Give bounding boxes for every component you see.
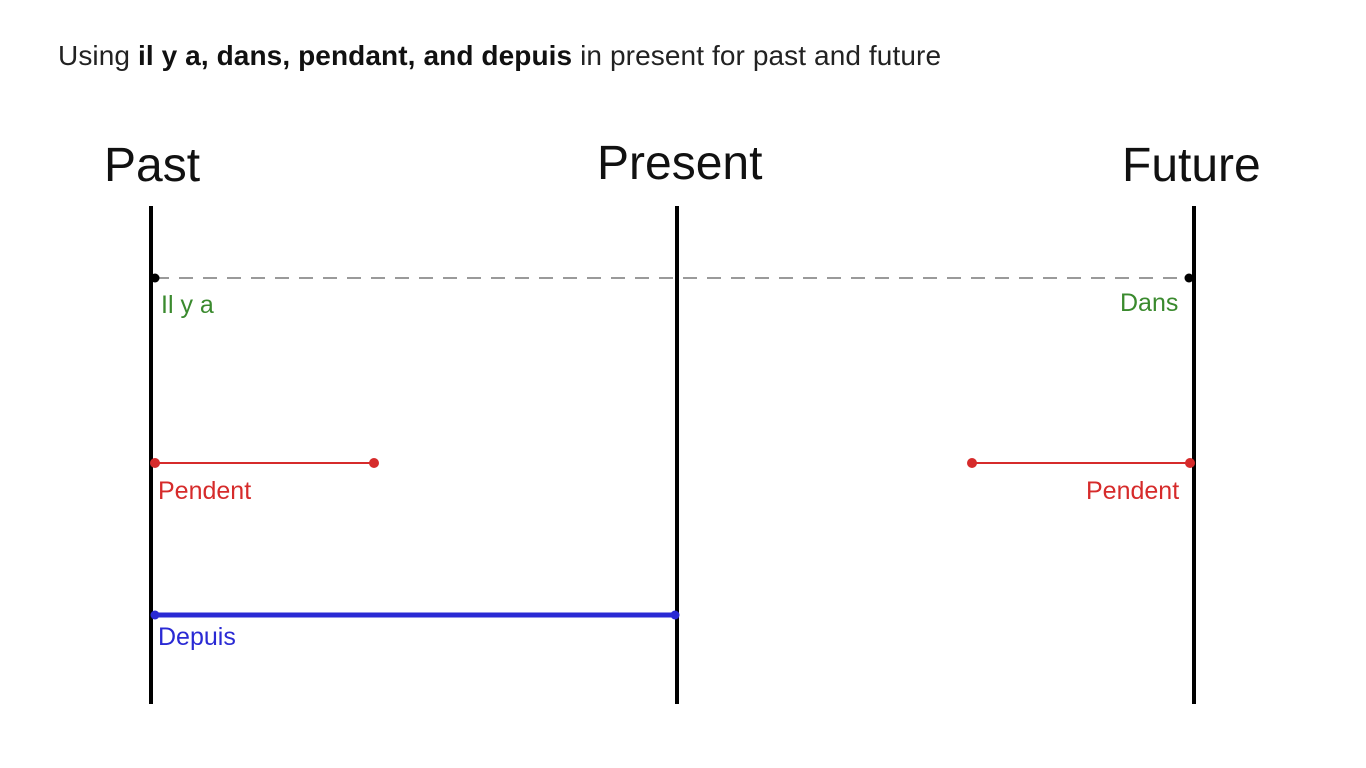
- depuis-start-point: [150, 610, 160, 620]
- depuis-label: Depuis: [158, 623, 236, 651]
- present-label: Present: [597, 137, 763, 190]
- dans-point: [1184, 273, 1194, 283]
- future-label: Future: [1122, 139, 1261, 192]
- pendant-past-end-point: [369, 458, 379, 468]
- pendant-future-end-point: [1185, 458, 1195, 468]
- title-bold-terms: il y a, dans, pendant, and depuis: [137, 40, 573, 71]
- pendant-future-start-point: [967, 458, 977, 468]
- il-y-a-point: [150, 273, 160, 283]
- title-suffix: in present for past and future: [572, 40, 942, 71]
- past-label: Past: [104, 139, 201, 192]
- pendant-past-label: Pendent: [158, 477, 252, 505]
- title-prefix: Using: [58, 40, 138, 71]
- depuis-end-point: [670, 610, 680, 620]
- pendant-future-label: Pendent: [1086, 477, 1180, 505]
- pendant-past-start-point: [150, 458, 160, 468]
- slide-title: Using il y a, dans, pendant, and depuis …: [58, 40, 941, 72]
- il-y-a-label: Il y a: [161, 291, 214, 319]
- dans-label: Dans: [1120, 289, 1179, 317]
